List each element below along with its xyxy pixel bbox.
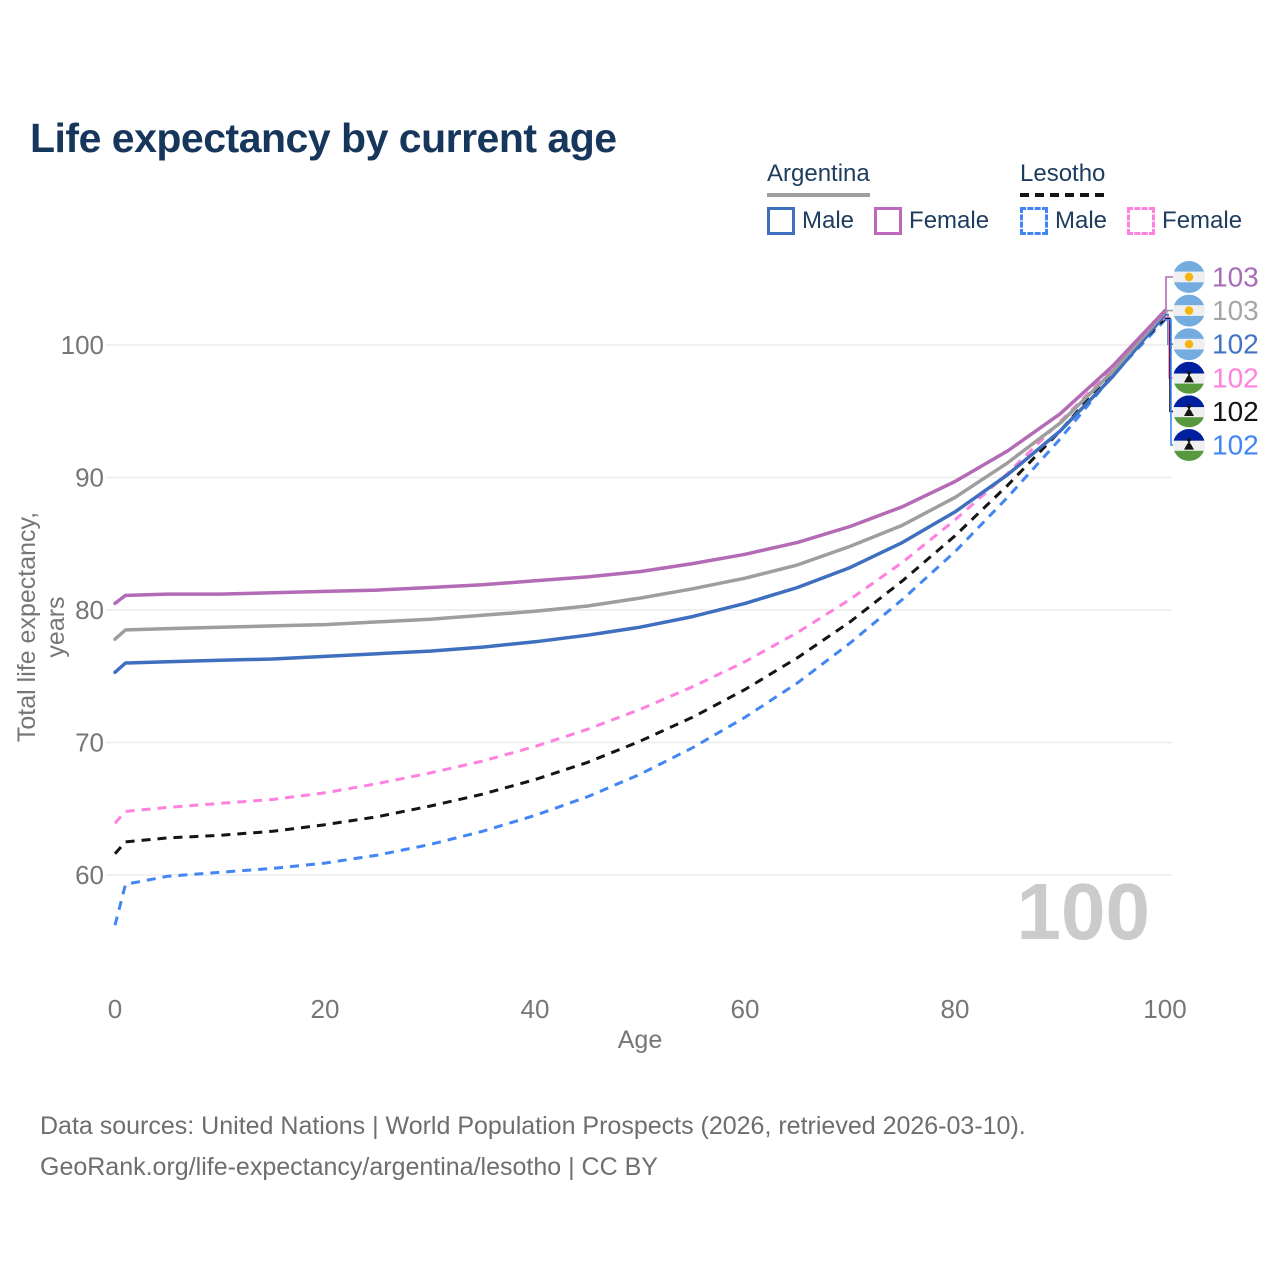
- series-line-argentina-both-sexes: [113, 310, 1167, 641]
- age-watermark: 100: [1016, 867, 1150, 956]
- x-tick-label: 0: [108, 994, 122, 1024]
- legend-group-argentina: Argentina Male Female: [767, 160, 989, 235]
- legend-item-lesotho-female[interactable]: Female: [1127, 207, 1242, 235]
- legend-item-lesotho-male[interactable]: Male: [1020, 207, 1107, 235]
- footer-sources-line: Data sources: United Nations | World Pop…: [40, 1112, 1026, 1140]
- series-line-lesotho-both-sexes: [113, 317, 1167, 855]
- y-tick-label: 80: [75, 595, 104, 625]
- x-tick-label: 80: [941, 994, 970, 1024]
- lesotho-flag-icon: [1173, 429, 1205, 461]
- end-connector-argentina-both-sexes: [1165, 309, 1173, 313]
- x-tick-label: 100: [1143, 994, 1186, 1024]
- end-value-label-argentina-both-sexes: 103: [1212, 295, 1259, 326]
- series-line-argentina-female: [113, 308, 1167, 606]
- argentina-flag-icon: [1173, 294, 1205, 327]
- series-line-lesotho-female: [113, 316, 1167, 825]
- series-line-lesotho-male: [113, 318, 1167, 926]
- legend-item-argentina-male[interactable]: Male: [767, 207, 854, 235]
- end-value-label-argentina-female: 103: [1212, 262, 1259, 293]
- y-tick-label: 70: [75, 728, 104, 758]
- lesotho-flag-icon: [1173, 395, 1205, 428]
- series-line-argentina-male: [113, 312, 1167, 675]
- lesotho-flag-icon: [1173, 361, 1205, 394]
- footer-attribution: Data sources: United Nations | World Pop…: [40, 1106, 1026, 1189]
- end-value-label-lesotho-both-sexes: 102: [1212, 396, 1259, 427]
- argentina-line-style-sample: [767, 193, 870, 197]
- x-tick-label: 20: [311, 994, 340, 1024]
- argentina-female-swatch-icon: [874, 207, 903, 235]
- y-tick-label: 90: [75, 463, 104, 493]
- legend-item-argentina-female[interactable]: Female: [874, 207, 989, 235]
- end-connector-argentina-female: [1165, 276, 1173, 312]
- argentina-male-swatch-icon: [767, 207, 795, 235]
- end-value-label-lesotho-male: 102: [1212, 430, 1259, 461]
- end-value-label-argentina-male: 102: [1212, 329, 1259, 360]
- page-title: Life expectancy by current age: [30, 115, 617, 162]
- lesotho-male-swatch-icon: [1020, 207, 1048, 235]
- y-tick-label: 60: [75, 860, 104, 890]
- lesotho-female-swatch-icon: [1127, 207, 1156, 235]
- legend-country-label: Argentina: [767, 160, 870, 187]
- legend-item-label: Male: [1055, 207, 1108, 234]
- legend-country-lesotho[interactable]: Lesotho: [1020, 160, 1106, 197]
- legend-group-lesotho: Lesotho Male Female: [1020, 160, 1242, 235]
- legend-item-label: Female: [1162, 207, 1243, 234]
- x-axis-title: Age: [617, 1026, 663, 1054]
- end-connector-lesotho-male: [1165, 319, 1173, 446]
- lesotho-line-style-sample: [1020, 193, 1106, 197]
- legend-country-label: Lesotho: [1020, 160, 1106, 187]
- legend-item-label: Female: [909, 207, 990, 234]
- legend-item-label: Male: [802, 207, 855, 234]
- x-tick-label: 60: [731, 994, 760, 1024]
- end-value-label-lesotho-female: 102: [1212, 362, 1259, 393]
- footer-url-line: GeoRank.org/life-expectancy/argentina/le…: [40, 1153, 658, 1182]
- y-tick-label: 100: [61, 330, 104, 360]
- x-tick-label: 40: [521, 994, 550, 1024]
- y-axis-title: Total life expectancy, years: [13, 511, 70, 743]
- argentina-flag-icon: [1173, 328, 1205, 361]
- argentina-flag-icon: [1173, 261, 1205, 293]
- legend-country-argentina[interactable]: Argentina: [767, 160, 870, 197]
